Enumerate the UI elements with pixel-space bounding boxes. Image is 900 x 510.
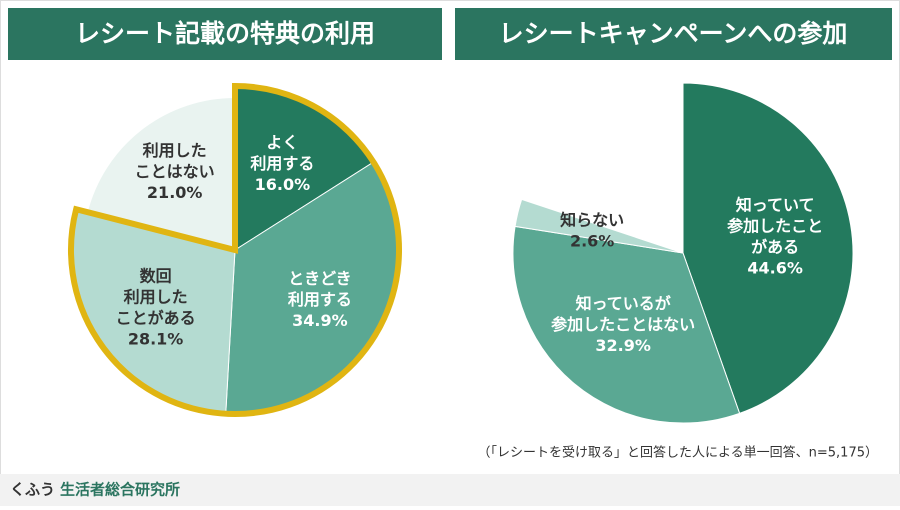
label-line: 参加したこと xyxy=(727,216,823,235)
label-line: ことがある xyxy=(116,308,196,327)
label-line: 参加したことはない xyxy=(551,314,695,333)
header-bar xyxy=(8,8,442,60)
value-label: 28.1% xyxy=(128,329,184,348)
slice-label: 知っていて参加したことがある 44.6% xyxy=(727,195,823,277)
value-label: 44.6% xyxy=(747,258,803,277)
slice-label: 知っているが参加したことはない 32.9% xyxy=(551,293,695,354)
footer-brand: くふう xyxy=(10,481,55,499)
header-bar xyxy=(455,8,892,60)
label-line: 利用した xyxy=(143,141,207,160)
highlight-outline xyxy=(68,82,402,417)
pie-slice xyxy=(86,96,236,251)
pie-slice xyxy=(514,198,684,254)
slice-label: ときどき利用する 34.9% xyxy=(288,268,352,329)
label-line: 利用した xyxy=(124,287,188,306)
value-label: 2.6% xyxy=(570,231,614,250)
slice-label: 数回利用したことがある 28.1% xyxy=(116,266,196,348)
slice-label: よく利用する 16.0% xyxy=(250,132,314,193)
footer-org: 生活者総合研究所 xyxy=(60,481,180,499)
value-label: 32.9% xyxy=(595,335,651,354)
footer-bar xyxy=(0,474,900,506)
note: （「レシートを受け取る」と回答した人による単一回答、n=5,175） xyxy=(478,445,878,461)
label-line: ことはない xyxy=(135,162,215,181)
label-line: 数回 xyxy=(140,266,172,285)
label-line: よく xyxy=(266,132,298,151)
label-line: がある xyxy=(751,237,799,256)
slice-label: 知らない 2.6% xyxy=(560,210,624,250)
pie-slice xyxy=(512,225,741,424)
pie-slice xyxy=(682,82,854,414)
label-line: 知っているが xyxy=(576,293,671,312)
label-line: 知っていて xyxy=(736,195,815,214)
value-label: 34.9% xyxy=(292,310,348,329)
value-label: 21.0% xyxy=(147,183,203,202)
chart-title: レシート記載の特典の利用 xyxy=(75,19,375,48)
chart-title: レシートキャンペーンへの参加 xyxy=(499,19,848,48)
value-label: 16.0% xyxy=(255,174,311,193)
label-line: ときどき xyxy=(288,268,352,287)
label-line: 利用する xyxy=(288,289,352,308)
label-line: 利用する xyxy=(250,153,314,172)
slice-label: 利用したことはない 21.0% xyxy=(135,141,215,202)
label-line: 知らない xyxy=(560,210,624,229)
